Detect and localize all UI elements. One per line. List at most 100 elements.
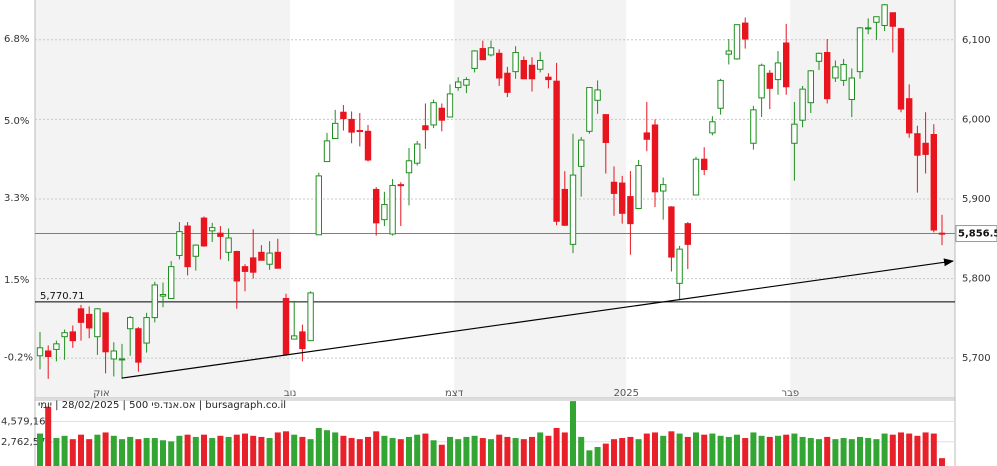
candle-body: [184, 225, 191, 268]
caption-part: יומי: [38, 400, 52, 411]
last-price-box: [955, 225, 997, 243]
volume-bar: [397, 439, 404, 466]
volume-bar: [283, 431, 289, 466]
candle-body: [192, 244, 200, 257]
volume-bar: [898, 432, 904, 466]
candle-body: [282, 297, 290, 355]
y-tick-label: 5,800: [962, 274, 991, 285]
level-label: 5,770.71: [40, 291, 85, 302]
volume-bar: [471, 435, 478, 466]
volume-bar: [930, 433, 937, 466]
candle-body: [938, 232, 946, 235]
volume-bar: [127, 436, 134, 466]
volume-bar: [611, 439, 617, 466]
volume-bar: [143, 438, 150, 466]
volume-bar: [643, 433, 650, 466]
candle-body: [86, 313, 93, 329]
volume-bar: [176, 435, 183, 466]
volume-bar: [906, 433, 913, 466]
volume-bar: [94, 434, 101, 466]
candle-body: [766, 72, 773, 89]
volume-bar: [340, 435, 347, 466]
volume-bar: [151, 438, 158, 466]
candle-body: [561, 188, 568, 226]
volume-bar: [45, 406, 52, 466]
y2-tick-label: 3.3%: [4, 193, 29, 204]
volume-bar: [381, 435, 388, 466]
volume-bar: [701, 434, 708, 466]
volume-bar: [594, 446, 601, 466]
candle-body: [906, 98, 913, 134]
volume-bar: [209, 438, 216, 466]
volume-bar: [242, 433, 248, 466]
volume-bar: [299, 436, 306, 466]
candle-body: [774, 62, 782, 81]
volume-bar: [479, 438, 486, 466]
candle-body: [692, 158, 700, 196]
volume-bar: [619, 438, 626, 466]
volume-bar: [250, 435, 257, 466]
volume-bar: [61, 435, 68, 466]
volume-bar: [578, 436, 585, 466]
candle-body: [364, 130, 372, 161]
candle-body: [594, 89, 601, 101]
candle-body: [865, 27, 872, 30]
volume-bar: [840, 438, 847, 466]
candle-body: [791, 123, 798, 144]
trendline: [121, 258, 954, 379]
candle-body: [45, 350, 52, 358]
volume-bar: [504, 436, 511, 466]
volume-bar: [520, 439, 527, 466]
volume-bar: [660, 435, 667, 466]
separator: |: [119, 400, 130, 411]
candle-body: [643, 132, 650, 140]
volume-bar: [865, 438, 872, 466]
candle-body: [783, 42, 790, 88]
candle-body: [323, 140, 331, 163]
candle-body: [307, 292, 314, 342]
volume-bar: [463, 436, 470, 466]
volume-bar: [365, 436, 371, 466]
volume-bar: [447, 436, 453, 466]
volume-bar: [529, 436, 535, 466]
candle-body: [61, 332, 68, 338]
volume-bar: [356, 439, 363, 466]
caption-part: 28/02/2025: [61, 400, 120, 411]
candle-body: [53, 343, 60, 350]
volume-bar: [78, 434, 84, 466]
volume-bar: [274, 432, 281, 466]
volume-bar: [857, 436, 863, 466]
candle-body: [258, 251, 265, 261]
candle-body: [922, 142, 929, 155]
candle-body: [209, 227, 216, 232]
volume-bar: [545, 435, 552, 466]
volume-bar: [135, 439, 142, 466]
volume-bar: [676, 433, 683, 466]
volume-bar: [233, 434, 240, 466]
volume-bar: [455, 439, 462, 466]
candle-body: [135, 328, 142, 363]
volume-bar: [373, 431, 380, 466]
volume-bar: [438, 444, 445, 466]
y2-tick-label: 1.5%: [4, 275, 29, 286]
volume-bar: [389, 438, 396, 466]
candle-body: [487, 47, 495, 56]
volume-bar: [160, 440, 166, 466]
candle-body: [233, 251, 241, 282]
volume-bar: [406, 436, 412, 466]
y-tick-label: 6,100: [962, 35, 991, 46]
candle-body: [889, 12, 896, 27]
volume-bar: [889, 434, 896, 466]
candle-body: [69, 331, 76, 342]
candle-body: [496, 52, 503, 79]
volume-bar: [586, 450, 593, 466]
candle-body: [241, 266, 249, 272]
candle-body: [897, 28, 905, 110]
volume-bar: [192, 436, 199, 466]
x-tick-label: 2025: [614, 388, 639, 399]
candle-body: [446, 93, 454, 118]
volume-bar: [324, 430, 330, 466]
volume-bar: [561, 432, 568, 466]
